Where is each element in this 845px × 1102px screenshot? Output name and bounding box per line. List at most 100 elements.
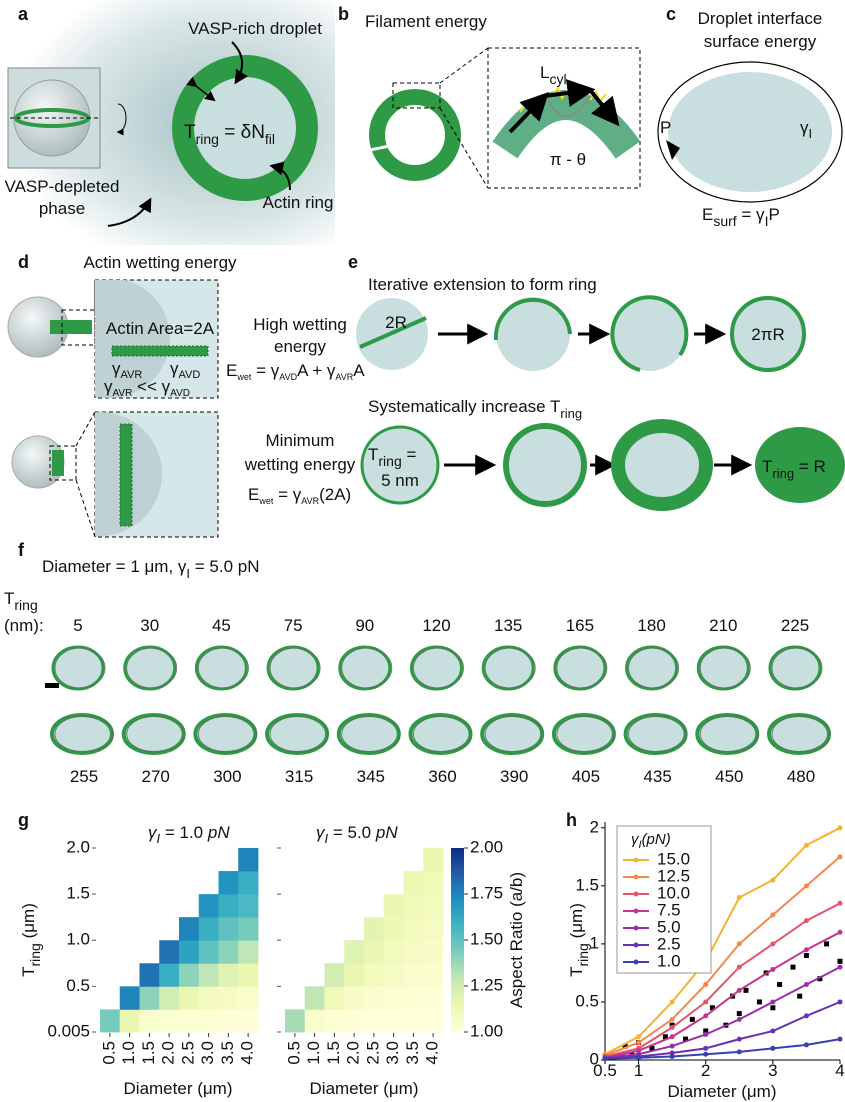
legend-swatch-dot — [634, 909, 639, 914]
text-part: I — [809, 126, 813, 141]
step-title: Systematically increase Tring — [368, 397, 582, 421]
filament — [120, 424, 132, 526]
heatmap-cell — [404, 894, 424, 917]
heatmap-cell — [344, 1009, 364, 1032]
heatmap-cell — [423, 986, 443, 1009]
text-part: (2A) — [319, 485, 351, 504]
panel-letter: c — [666, 4, 676, 24]
tring-value: 450 — [715, 767, 743, 786]
series-point — [737, 1037, 742, 1042]
text-part: T — [567, 966, 586, 976]
tring-value: 135 — [494, 616, 522, 635]
tring-value: 30 — [140, 616, 159, 635]
zoom-line — [440, 48, 488, 83]
droplet-shape — [196, 647, 246, 689]
y-tick-label: 2 — [590, 817, 599, 836]
colorbar-tick-label: 1.25 — [470, 975, 503, 994]
series-point — [770, 999, 775, 1004]
series-point — [804, 982, 809, 987]
wetting-equation: Ewet = γAVDA + γAVRA — [226, 361, 365, 382]
heatmap-cell — [238, 986, 258, 1009]
heatmap-cell — [219, 1009, 239, 1032]
droplet-shape — [627, 647, 677, 689]
series-point — [703, 982, 708, 987]
heatmap-cell — [423, 848, 443, 871]
data-point — [690, 1017, 695, 1022]
colorbar-label: Aspect Ratio (a/b) — [507, 872, 526, 1008]
droplet-label: VASP-rich droplet — [188, 19, 322, 38]
legend-title-part: (pN) — [642, 831, 671, 848]
heatmap-cell — [384, 940, 404, 963]
tring-value: 405 — [572, 767, 600, 786]
x-tick-label: 4.0 — [423, 1041, 442, 1065]
x-tick-label: 0.5 — [593, 1061, 617, 1080]
filament — [52, 450, 64, 476]
heatmap-cell — [238, 940, 258, 963]
x-tick-label: 3 — [768, 1061, 777, 1080]
text-part: E — [702, 205, 713, 224]
text-part: cyl — [549, 71, 566, 87]
heatmap-cell — [384, 1009, 404, 1032]
y-axis-label: Tring (μm) — [567, 903, 591, 977]
text-part: T — [762, 457, 772, 476]
x-tick-label: 2.5 — [178, 1041, 197, 1065]
x-tick-label: 0.5 — [284, 1041, 303, 1065]
panel-letter: f — [18, 540, 25, 560]
y-tick-label: 1.0 — [66, 930, 90, 949]
text-part: T — [4, 589, 14, 608]
heatmap-cell — [179, 986, 199, 1009]
colorbar-tick-label: 1.75 — [470, 883, 503, 902]
series-point — [737, 965, 742, 970]
series-point — [636, 1040, 641, 1045]
state-label: Minimum — [266, 431, 335, 450]
heatmap-cell — [404, 917, 424, 940]
series-point — [770, 912, 775, 917]
filament — [50, 320, 92, 334]
legend-swatch-dot — [634, 960, 639, 965]
state-label: energy — [274, 337, 326, 356]
heatmap-cell — [384, 963, 404, 986]
x-tick-label: 1.0 — [304, 1041, 323, 1065]
heatmap-cell — [423, 871, 443, 894]
series-point — [770, 1046, 775, 1051]
angle-label: π - θ — [550, 150, 586, 169]
heatmap-cell — [364, 917, 384, 940]
data-point — [797, 994, 802, 999]
series-point — [804, 1042, 809, 1047]
heatmap-cell — [238, 871, 258, 894]
text-part: = 1.0 — [160, 823, 208, 842]
heatmap-cell — [219, 871, 239, 894]
panel-letter: g — [18, 810, 29, 830]
x-tick-label: 4.0 — [238, 1041, 257, 1065]
tring-value: 255 — [70, 767, 98, 786]
heatmap-cell — [159, 940, 179, 963]
phase-label: phase — [39, 199, 85, 218]
length-label: 2πR — [751, 325, 784, 344]
heatmap-cell — [219, 917, 239, 940]
heatmap-cell — [140, 963, 160, 986]
series-point — [838, 1037, 843, 1042]
data-point — [791, 965, 796, 970]
heatmap-cell — [344, 986, 364, 1009]
panel-letter: e — [348, 252, 358, 272]
tring-value: 300 — [213, 767, 241, 786]
droplet-shape — [483, 647, 533, 689]
tring-value: 390 — [500, 767, 528, 786]
heatmap-cell — [285, 1009, 305, 1032]
y-tick-label: 2.0 — [66, 837, 90, 856]
droplet-shape — [698, 647, 748, 689]
heatmap-cell — [423, 963, 443, 986]
heatmap-cell — [404, 940, 424, 963]
text-part: pN — [207, 823, 230, 842]
colorbar-tick-label: 1.00 — [470, 1021, 503, 1040]
x-tick-label: 0.5 — [99, 1041, 118, 1065]
legend-label: 1.0 — [657, 951, 681, 970]
series-point — [838, 854, 843, 859]
tring-value: 360 — [428, 767, 456, 786]
heatmap-cell — [364, 940, 384, 963]
x-axis-label: Diameter (μm) — [124, 1079, 233, 1098]
heatmap-title: γI = 1.0 pN — [148, 823, 230, 846]
heatmap-cell — [199, 1009, 219, 1032]
text-part: wet — [258, 496, 274, 506]
droplet-shape — [555, 647, 605, 689]
